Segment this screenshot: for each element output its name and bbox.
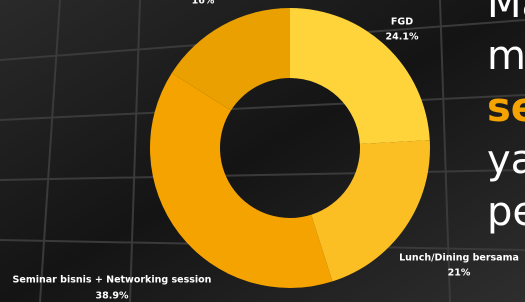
donut-slice — [150, 73, 332, 288]
slice-label: Lunch/Dining bersama — [399, 253, 519, 264]
slice-value: 16% — [192, 0, 215, 7]
heading-line: ya — [487, 134, 525, 186]
heading-line: me — [487, 30, 525, 82]
slice-value: 38.9% — [96, 291, 129, 302]
heading-line: se — [487, 82, 525, 134]
slice-value: 21% — [448, 268, 471, 279]
heading-line: pe — [487, 186, 525, 238]
heading-line: Ma — [487, 0, 525, 30]
slice-label: FGD — [391, 17, 413, 28]
donut-chart: FGD 24.1% Lunch/Dining bersama 21% Seminar b… — [0, 0, 525, 302]
donut-slice — [290, 8, 430, 144]
screen: FGD 24.1% Lunch/Dining bersama 21% Seminar b… — [0, 0, 525, 302]
slice-value: 24.1% — [386, 32, 419, 43]
slice-label: Seminar bisnis + Networking session — [13, 275, 212, 286]
